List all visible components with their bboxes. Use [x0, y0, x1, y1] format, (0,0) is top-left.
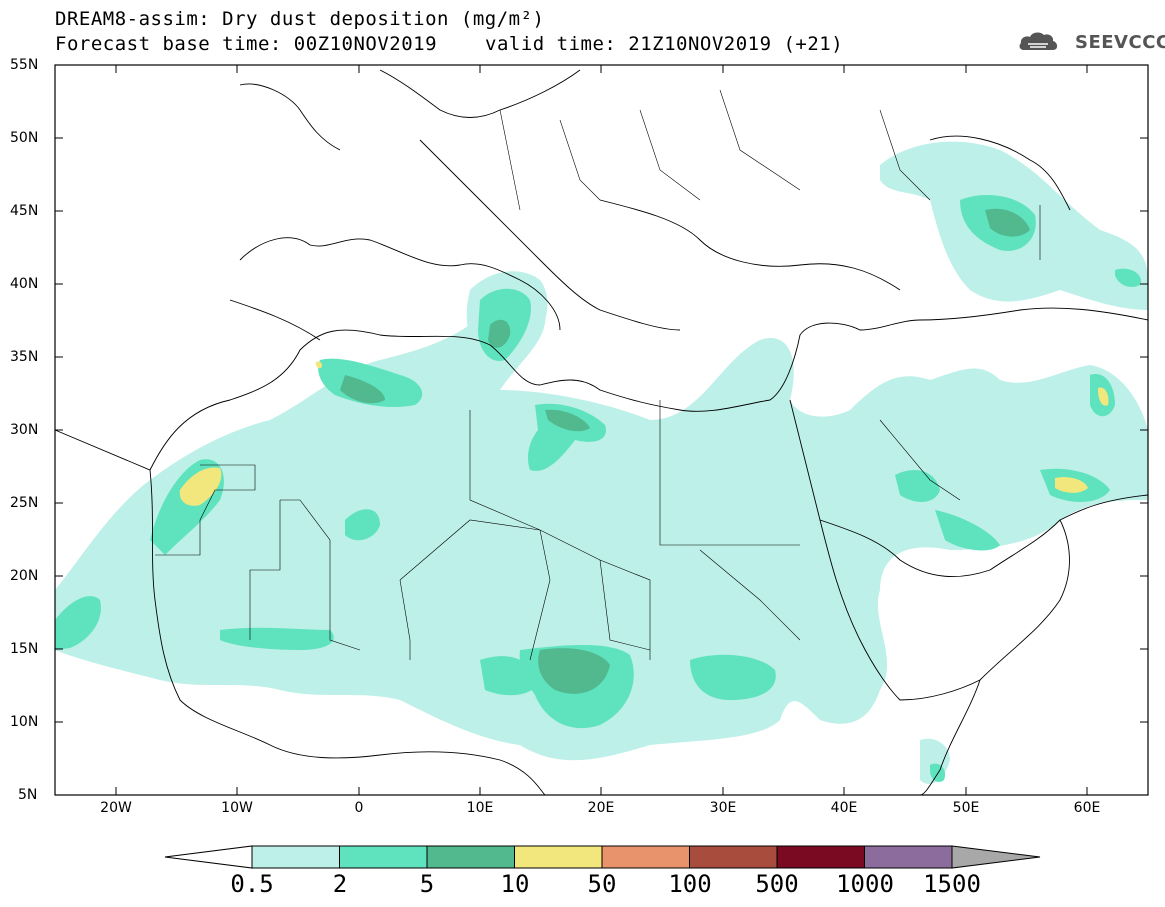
- colorbar-label: 10: [500, 870, 530, 898]
- colorbar-label: 5: [419, 870, 435, 898]
- lon-label: 30E: [709, 800, 737, 816]
- colorbar-label: 500: [755, 870, 799, 898]
- lon-label: 10E: [466, 800, 494, 816]
- lat-label: 35N: [10, 349, 39, 365]
- lat-label: 5N: [18, 787, 38, 803]
- colorbar-label: 100: [668, 870, 712, 898]
- lat-label: 40N: [10, 276, 39, 292]
- lat-label: 10N: [10, 714, 39, 730]
- forecast-base-time: Forecast base time: 00Z10NOV2019: [55, 33, 438, 55]
- logo-text: SEEVCCC: [1075, 32, 1165, 53]
- colorbar-label: 0.5: [230, 870, 274, 898]
- lon-label: 20W: [100, 800, 132, 816]
- lat-label: 45N: [10, 203, 39, 219]
- cloud-icon: [1019, 32, 1058, 50]
- lat-label: 20N: [10, 568, 39, 584]
- colorbar-label: 1000: [836, 870, 894, 898]
- borders: [155, 89, 1041, 661]
- dust-layer-high: [340, 208, 1030, 694]
- valid-time: valid time: 21Z10NOV2019 (+21): [485, 33, 844, 55]
- coastlines: [54, 69, 1149, 796]
- lat-label: 30N: [10, 422, 39, 438]
- colorbar-label: 1500: [923, 870, 981, 898]
- lat-ticks: [55, 64, 1148, 723]
- lon-ticks: [115, 65, 1088, 795]
- lat-label: 25N: [10, 495, 39, 511]
- lon-label: 0: [354, 800, 364, 816]
- colorbar-label: 2: [332, 870, 348, 898]
- dust-layer-peak: [179, 361, 1109, 506]
- map-title: DREAM8-assim: Dry dust deposition (mg/m²…: [55, 8, 545, 30]
- lon-label: 10W: [221, 800, 253, 816]
- colorbar-label: 50: [587, 870, 617, 898]
- lon-label: 60E: [1073, 800, 1101, 816]
- lon-label: 40E: [830, 800, 858, 816]
- lon-label: 20E: [587, 800, 615, 816]
- lat-label: 15N: [10, 641, 39, 657]
- lat-label: 55N: [10, 57, 39, 73]
- lon-label: 50E: [952, 800, 980, 816]
- lat-label: 50N: [10, 130, 39, 146]
